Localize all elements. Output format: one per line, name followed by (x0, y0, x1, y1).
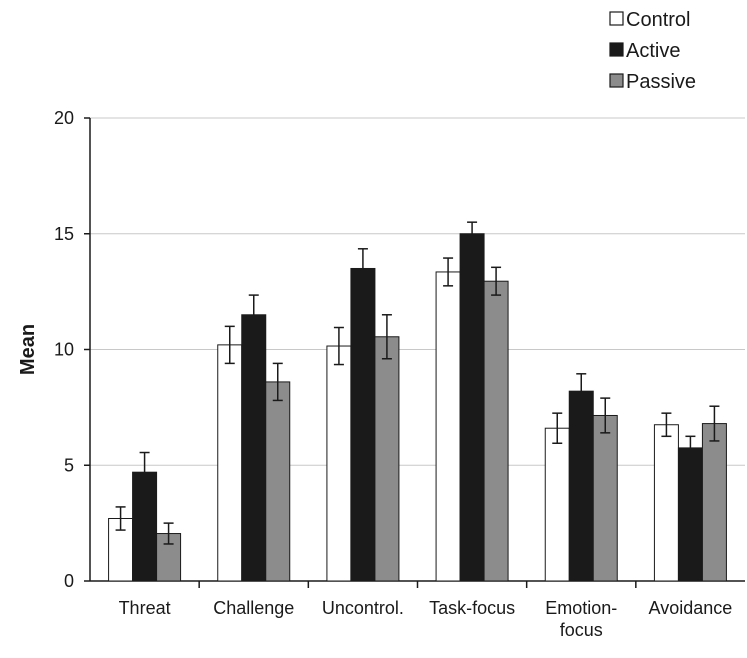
bar-challenge-active (241, 314, 267, 582)
bar-challenge-passive (265, 381, 291, 582)
y-tick-label-20: 20 (54, 108, 74, 128)
legend-label-passive: Passive (626, 71, 696, 93)
bar-avoidance-control (653, 424, 679, 582)
bar-threat-control (108, 517, 134, 582)
bar-emotion-focus-active (568, 390, 594, 582)
category-label-emotion-focus-line-2: focus (560, 620, 603, 640)
bar-uncontrol-control (326, 345, 352, 582)
bar-emotion-focus-control (544, 427, 570, 582)
y-tick-label-10: 10 (54, 340, 74, 360)
axes (84, 117, 745, 588)
y-tick-label-15: 15 (54, 224, 74, 244)
y-tick-label-0: 0 (64, 571, 74, 591)
legend-label-control: Control (626, 9, 690, 31)
y-axis-title: Mean (17, 324, 39, 375)
legend-swatch-control (609, 11, 624, 26)
labels: 0 5 10 15 20 Mean Threat Challenge Uncontrol. Tas… (17, 108, 732, 640)
legend-swatch-passive (609, 73, 624, 88)
bar-avoidance-passive (701, 423, 727, 582)
category-label-threat: Threat (119, 598, 171, 618)
bar-task-focus-active (459, 233, 485, 582)
bar-avoidance-active (677, 447, 703, 582)
legend-label-active: Active (626, 40, 680, 62)
bar-task-focus-passive (483, 280, 509, 582)
category-label-task-focus: Task-focus (429, 598, 515, 618)
category-label-avoidance: Avoidance (649, 598, 733, 618)
category-label-emotion-focus-line-1: Emotion- (545, 598, 617, 618)
error-bars (115, 221, 720, 545)
bar-challenge-control (217, 344, 243, 582)
bar-task-focus-control (435, 271, 461, 582)
bar-uncontrol-active (350, 267, 376, 582)
bars (108, 233, 727, 582)
bar-uncontrol-passive (374, 336, 400, 582)
gridlines (90, 117, 745, 466)
category-label-uncontrol: Uncontrol. (322, 598, 404, 618)
legend-swatch-active (609, 42, 624, 57)
legend: Control Active Passive (609, 9, 696, 93)
category-label-challenge: Challenge (213, 598, 294, 618)
y-tick-label-5: 5 (64, 455, 74, 475)
bar-emotion-focus-passive (592, 414, 618, 582)
bar-threat-passive (156, 533, 182, 582)
